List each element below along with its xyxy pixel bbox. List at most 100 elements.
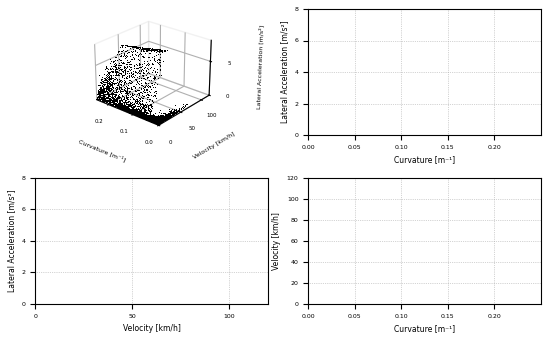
Point — [366, 132, 375, 137]
Point — [50, 300, 59, 306]
Point — [46, 296, 55, 301]
Point — [56, 285, 65, 291]
Point — [399, 6, 408, 12]
Point — [52, 260, 60, 266]
Point — [41, 295, 50, 301]
Point — [38, 300, 47, 305]
Point — [369, 130, 378, 135]
Point — [39, 295, 48, 301]
Point — [386, 130, 395, 135]
Point — [449, 79, 458, 84]
Point — [354, 283, 363, 288]
Point — [312, 129, 321, 135]
Point — [368, 132, 376, 137]
Point — [324, 292, 333, 298]
Point — [491, 126, 500, 132]
Point — [327, 130, 336, 135]
Point — [322, 295, 330, 301]
Point — [379, 300, 387, 305]
Point — [99, 175, 107, 180]
Point — [329, 298, 338, 304]
Point — [356, 132, 365, 137]
Point — [317, 132, 326, 137]
Point — [322, 131, 331, 136]
Point — [35, 300, 43, 305]
Point — [32, 300, 41, 306]
Point — [328, 131, 337, 136]
Point — [36, 299, 45, 304]
Point — [349, 299, 357, 304]
Point — [362, 130, 370, 136]
Point — [329, 129, 338, 134]
Point — [33, 293, 42, 299]
Point — [39, 299, 48, 304]
Point — [370, 253, 379, 259]
Point — [35, 300, 43, 305]
Point — [474, 29, 483, 34]
Point — [419, 300, 427, 305]
Point — [42, 300, 50, 305]
Point — [336, 131, 345, 137]
Point — [390, 272, 398, 278]
Point — [71, 297, 79, 303]
Point — [308, 284, 317, 289]
Point — [329, 129, 338, 134]
Point — [335, 298, 344, 304]
Point — [322, 297, 331, 303]
Point — [442, 129, 450, 134]
Point — [37, 298, 46, 303]
Point — [380, 300, 389, 305]
Point — [372, 267, 381, 272]
Point — [324, 129, 333, 135]
Point — [501, 291, 510, 297]
Point — [43, 299, 52, 304]
Point — [37, 301, 45, 306]
Point — [347, 299, 356, 304]
Point — [47, 300, 55, 305]
Point — [324, 130, 333, 135]
Point — [39, 298, 48, 303]
Point — [65, 294, 73, 300]
Point — [316, 294, 324, 300]
Point — [356, 301, 365, 306]
Point — [328, 128, 337, 134]
Point — [521, 287, 529, 292]
Point — [409, 277, 418, 282]
Point — [60, 280, 68, 286]
Point — [385, 90, 393, 95]
Point — [35, 300, 44, 305]
Point — [35, 299, 44, 305]
Point — [358, 131, 367, 137]
Point — [40, 296, 49, 302]
Point — [31, 300, 40, 305]
Point — [318, 126, 327, 132]
Point — [38, 293, 47, 298]
Point — [332, 131, 341, 137]
Point — [49, 297, 58, 302]
Point — [512, 294, 521, 299]
Point — [48, 297, 57, 302]
Point — [353, 298, 362, 303]
Point — [53, 276, 62, 282]
Point — [341, 298, 350, 304]
Point — [364, 131, 373, 137]
Point — [83, 252, 92, 258]
Point — [33, 298, 42, 304]
Point — [335, 131, 344, 137]
Point — [51, 299, 60, 305]
Point — [402, 125, 410, 131]
Point — [353, 298, 362, 303]
Point — [31, 299, 40, 304]
Point — [493, 294, 501, 300]
Point — [339, 301, 348, 306]
Point — [53, 298, 61, 303]
Point — [101, 182, 110, 187]
Point — [45, 285, 54, 291]
Point — [319, 295, 328, 300]
Point — [413, 298, 421, 303]
Point — [316, 299, 324, 304]
Point — [386, 128, 395, 134]
Point — [89, 297, 98, 302]
Point — [329, 131, 338, 136]
Point — [306, 283, 315, 288]
